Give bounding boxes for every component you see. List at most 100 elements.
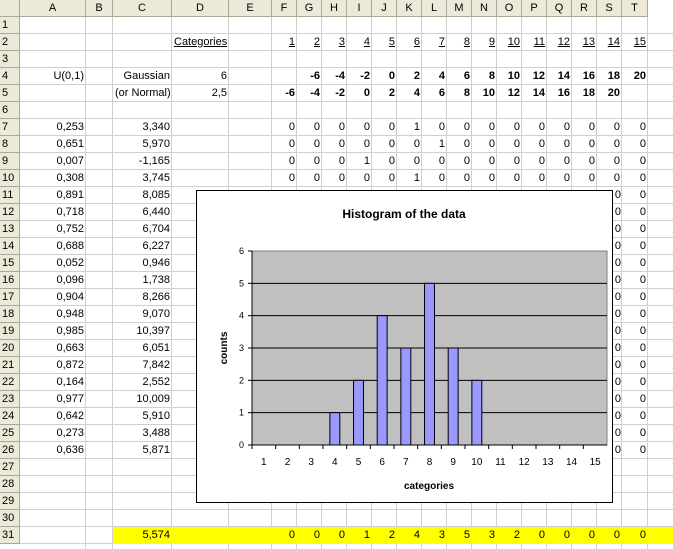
cell-row5-value[interactable]: 12 [507, 87, 520, 99]
cell-row5-value[interactable]: 16 [557, 87, 570, 99]
cell-c31-total[interactable]: 5,574 [142, 529, 170, 541]
cell-a-value[interactable]: 0,718 [56, 206, 84, 218]
cell-category-11[interactable]: 11 [533, 36, 545, 48]
cell-c-value[interactable]: 3,745 [142, 172, 170, 184]
cell-t-value[interactable]: 0 [639, 308, 646, 320]
cell-s-value[interactable]: 0 [614, 308, 621, 320]
cell-c-value[interactable]: 2,552 [142, 376, 170, 388]
cell-count-value[interactable]: 0 [639, 172, 646, 184]
cell-row4-value[interactable]: -2 [360, 70, 370, 82]
cell-a-value[interactable]: 0,007 [56, 155, 84, 167]
cell-row5-value[interactable]: 2 [388, 87, 395, 99]
cell-a-value[interactable]: 0,096 [56, 274, 84, 286]
column-header-h[interactable]: H [322, 0, 347, 17]
cell-t-value[interactable]: 0 [639, 444, 646, 456]
cell-count-value[interactable]: 0 [613, 155, 620, 167]
row-header-2[interactable]: 2 [0, 34, 20, 51]
cell-count-value[interactable]: 0 [313, 138, 320, 150]
column-header-i[interactable]: I [347, 0, 372, 17]
cell-count-value[interactable]: 0 [463, 121, 470, 133]
cell-c-value[interactable]: 5,910 [142, 410, 170, 422]
cell-count-value[interactable]: 0 [538, 155, 545, 167]
row-header-23[interactable]: 23 [0, 391, 20, 408]
cell-count-value[interactable]: 0 [588, 121, 595, 133]
cell-a-value[interactable]: 0,977 [56, 393, 84, 405]
cell-count-value[interactable]: 0 [639, 121, 646, 133]
cell-category-8[interactable]: 8 [463, 36, 470, 48]
cell-a-value[interactable]: 0,752 [56, 223, 84, 235]
cell-count-value[interactable]: 0 [438, 155, 445, 167]
cell-count-value[interactable]: 0 [563, 138, 570, 150]
cell-count-value[interactable]: 0 [388, 138, 395, 150]
cell-count-value[interactable]: 0 [639, 138, 646, 150]
column-header-n[interactable]: N [472, 0, 497, 17]
cell-t-value[interactable]: 0 [639, 427, 646, 439]
cell-or-normal-label[interactable]: (or Normal) [115, 87, 171, 99]
cell-a-value[interactable]: 0,253 [56, 121, 84, 133]
cell-c-value[interactable]: 6,704 [142, 223, 170, 235]
column-header-j[interactable]: J [372, 0, 397, 17]
cell-count-value[interactable]: 1 [413, 172, 420, 184]
row-header-28[interactable]: 28 [0, 476, 20, 493]
cell-c-value[interactable]: 6,440 [142, 206, 170, 218]
column-header-r[interactable]: R [572, 0, 597, 17]
cell-s-value[interactable]: 0 [614, 325, 621, 337]
cell-a-value[interactable]: 0,642 [56, 410, 84, 422]
cell-count-value[interactable]: 0 [338, 155, 345, 167]
cell-c-value[interactable]: 5,970 [142, 138, 170, 150]
cell-a-value[interactable]: 0,872 [56, 359, 84, 371]
row-header-8[interactable]: 8 [0, 136, 20, 153]
cell-row31-count[interactable]: 0 [338, 529, 345, 541]
cell-s-value[interactable]: 0 [614, 444, 621, 456]
cell-d5[interactable]: 2,5 [211, 87, 227, 99]
cell-count-value[interactable]: 0 [413, 138, 420, 150]
cell-t-value[interactable]: 0 [639, 325, 646, 337]
cell-row4-value[interactable]: 4 [438, 70, 445, 82]
cell-category-4[interactable]: 4 [363, 36, 370, 48]
cell-t-value[interactable]: 0 [639, 393, 646, 405]
row-header-17[interactable]: 17 [0, 289, 20, 306]
column-header-l[interactable]: L [422, 0, 447, 17]
cell-category-14[interactable]: 14 [607, 36, 620, 48]
cell-c-value[interactable]: 6,227 [142, 240, 170, 252]
cell-c-value[interactable]: 6,051 [142, 342, 170, 354]
row-header-4[interactable]: 4 [0, 68, 20, 85]
cell-count-value[interactable]: 0 [488, 138, 495, 150]
column-header-o[interactable]: O [497, 0, 522, 17]
cell-count-value[interactable]: 0 [288, 121, 295, 133]
cell-row4-value[interactable]: 10 [507, 70, 520, 82]
cell-row5-value[interactable]: -2 [335, 87, 345, 99]
cell-count-value[interactable]: 0 [413, 155, 420, 167]
row-header-5[interactable]: 5 [0, 85, 20, 102]
cell-a-value[interactable]: 0,985 [56, 325, 84, 337]
cell-count-value[interactable]: 0 [588, 172, 595, 184]
cell-count-value[interactable]: 0 [488, 121, 495, 133]
row-header-18[interactable]: 18 [0, 306, 20, 323]
cell-count-value[interactable]: 0 [588, 138, 595, 150]
cell-a-value[interactable]: 0,052 [56, 257, 84, 269]
cell-a-value[interactable]: 0,164 [56, 376, 84, 388]
row-header-20[interactable]: 20 [0, 340, 20, 357]
row-header-30[interactable]: 30 [0, 510, 20, 527]
cell-s-value[interactable]: 0 [614, 359, 621, 371]
cell-a-value[interactable]: 0,308 [56, 172, 84, 184]
cell-t-value[interactable]: 0 [639, 189, 646, 201]
cell-count-value[interactable]: 0 [338, 138, 345, 150]
cell-row4-value[interactable]: 6 [463, 70, 470, 82]
row-header-9[interactable]: 9 [0, 153, 20, 170]
cell-row31-count[interactable]: 1 [363, 529, 370, 541]
cell-count-value[interactable]: 0 [563, 155, 570, 167]
cell-category-9[interactable]: 9 [488, 36, 495, 48]
cell-row5-value[interactable]: 20 [607, 87, 620, 99]
cell-a-value[interactable]: 0,651 [56, 138, 84, 150]
column-header-m[interactable]: M [447, 0, 472, 17]
row-header-14[interactable]: 14 [0, 238, 20, 255]
row-header-1[interactable]: 1 [0, 17, 20, 34]
cell-count-value[interactable]: 0 [288, 172, 295, 184]
cell-count-value[interactable]: 0 [438, 121, 445, 133]
cell-row4-value[interactable]: 20 [633, 70, 646, 82]
row-header-31[interactable]: 31 [0, 527, 20, 544]
cell-count-value[interactable]: 0 [463, 155, 470, 167]
cell-count-value[interactable]: 0 [563, 172, 570, 184]
cell-row5-value[interactable]: 8 [463, 87, 470, 99]
